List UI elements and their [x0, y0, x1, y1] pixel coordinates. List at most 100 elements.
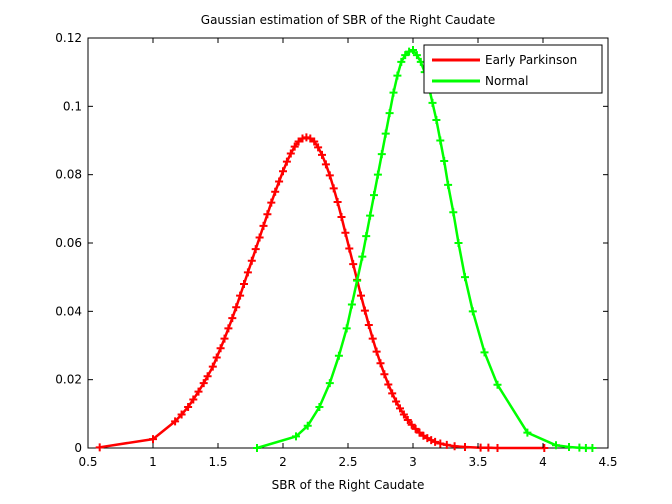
y-tick-label: 0: [74, 441, 82, 455]
series-early-parkinson: [95, 133, 549, 452]
data-point-marker: [275, 177, 284, 186]
data-point-marker: [493, 444, 502, 452]
series-normal: [253, 45, 597, 452]
data-point-marker: [208, 362, 217, 371]
data-point-marker: [407, 420, 416, 429]
data-point-marker: [149, 435, 157, 444]
data-point-marker: [353, 276, 362, 285]
data-point-marker: [540, 444, 549, 452]
data-point-marker: [358, 252, 367, 261]
data-point-marker: [461, 273, 469, 282]
x-tick-label: 4: [539, 455, 547, 469]
data-point-marker: [342, 324, 351, 333]
data-point-marker: [292, 432, 300, 441]
data-point-marker: [263, 210, 272, 219]
data-point-marker: [377, 150, 386, 159]
data-point-marker: [194, 387, 203, 396]
data-point-marker: [347, 300, 356, 309]
data-point-marker: [298, 134, 307, 143]
data-point-marker: [267, 198, 276, 207]
x-tick-label: 3.5: [468, 455, 487, 469]
data-point-marker: [95, 443, 104, 452]
data-point-marker: [370, 191, 378, 200]
data-point-marker: [380, 370, 389, 379]
data-point-marker: [290, 142, 299, 151]
data-point-marker: [397, 57, 406, 66]
data-point-marker: [366, 211, 375, 220]
data-point-marker: [412, 51, 421, 60]
y-tick-label: 0.08: [55, 168, 82, 182]
data-point-marker: [325, 379, 334, 388]
data-point-marker: [251, 245, 260, 254]
data-point-marker: [440, 157, 449, 165]
data-point-marker: [552, 441, 560, 450]
data-point-marker: [255, 233, 264, 242]
data-point-marker: [436, 136, 445, 145]
plot-area: 0.5 1 1.5 2 2.5 3 3.5 4 4.5 0 0.02 0.04 0.06 0.08 0.1 0…: [55, 31, 617, 469]
data-point-marker: [396, 404, 404, 413]
data-point-marker: [461, 442, 469, 451]
data-point-marker: [436, 439, 445, 448]
data-point-marker: [203, 372, 212, 381]
data-point-marker: [310, 137, 319, 146]
y-tick-label: 0.02: [55, 373, 82, 387]
data-point-marker: [376, 359, 385, 368]
data-point-marker: [236, 291, 245, 300]
x-tick-label: 2: [279, 455, 287, 469]
data-point-marker: [341, 228, 350, 237]
data-point-marker: [385, 109, 394, 118]
data-point-marker: [357, 291, 365, 300]
data-point-marker: [325, 171, 334, 180]
data-point-marker: [279, 167, 287, 176]
data-point-marker: [303, 421, 312, 430]
x-tick-label: 0.5: [78, 455, 97, 469]
data-point-marker: [411, 424, 420, 433]
data-point-marker: [392, 397, 401, 406]
x-tick-label: 3: [409, 455, 417, 469]
data-point-marker: [337, 213, 346, 222]
data-point-marker: [444, 180, 453, 189]
data-point-marker: [588, 444, 597, 452]
data-point-marker: [247, 256, 256, 265]
data-point-marker: [212, 353, 221, 362]
data-point-marker: [381, 129, 390, 138]
y-tick-label: 0.04: [55, 304, 82, 318]
data-point-marker: [468, 307, 477, 316]
data-point-marker: [282, 157, 291, 166]
data-point-marker: [393, 71, 402, 80]
data-point-marker: [345, 244, 354, 253]
data-point-marker: [329, 184, 338, 193]
data-point-marker: [454, 239, 463, 247]
data-point-marker: [349, 260, 358, 269]
series-layer: [95, 45, 597, 452]
data-point-marker: [228, 314, 237, 323]
x-tick-label: 1: [149, 455, 157, 469]
data-point-marker: [253, 444, 261, 452]
data-point-marker: [364, 321, 373, 329]
x-tick-label: 1.5: [208, 455, 227, 469]
data-point-marker: [318, 150, 326, 159]
data-point-marker: [189, 395, 198, 404]
data-point-marker: [416, 57, 425, 66]
data-point-marker: [315, 403, 324, 411]
y-tick-label: 0.06: [55, 236, 82, 250]
data-point-marker: [271, 187, 280, 196]
data-point-marker: [220, 334, 229, 343]
data-point-marker: [409, 45, 417, 54]
data-point-marker: [334, 351, 343, 360]
data-point-marker: [384, 380, 393, 389]
data-point-marker: [449, 208, 458, 217]
legend-box: [423, 44, 603, 94]
data-point-marker: [171, 417, 180, 426]
data-point-marker: [362, 232, 371, 241]
tick-layer: 0.5 1 1.5 2 2.5 3 3.5 4 4.5 0 0.02 0.04 0.06 0.08 0.1 0…: [55, 31, 617, 469]
data-point-marker: [484, 443, 493, 452]
data-point-marker: [199, 379, 208, 388]
data-point-marker: [523, 428, 532, 437]
data-point-marker: [480, 348, 489, 357]
data-point-marker: [450, 442, 459, 451]
data-point-marker: [432, 116, 441, 124]
data-point-marker: [333, 198, 342, 206]
y-tick-label: 0.12: [55, 31, 82, 45]
